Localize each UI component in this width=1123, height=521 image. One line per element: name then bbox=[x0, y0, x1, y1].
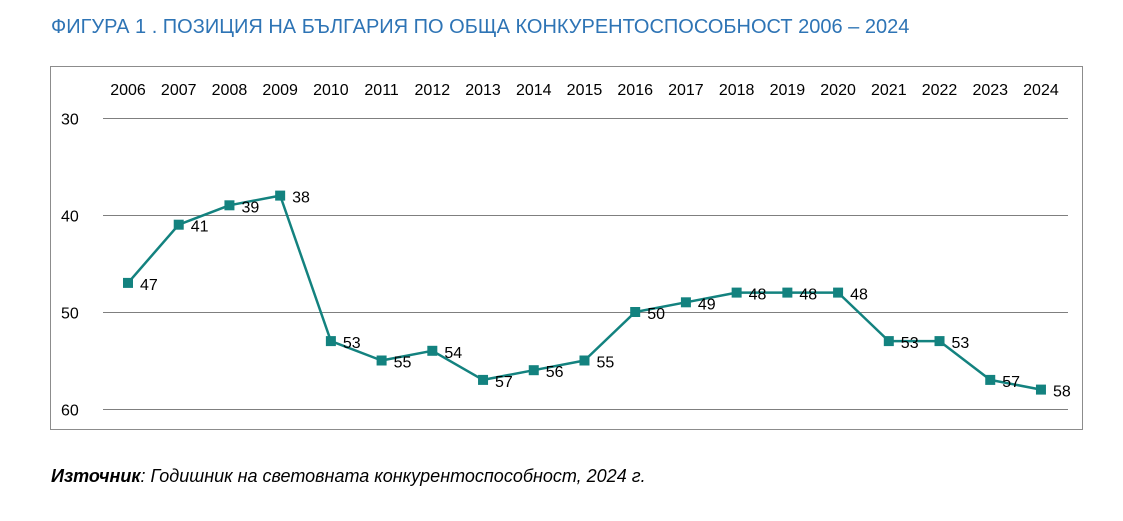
x-tick-label: 2013 bbox=[465, 82, 501, 99]
x-tick-label: 2010 bbox=[313, 82, 349, 99]
y-tick-label: 60 bbox=[61, 403, 79, 420]
data-point-marker bbox=[1035, 384, 1046, 395]
data-point-marker bbox=[579, 355, 590, 366]
data-point-marker bbox=[325, 336, 336, 347]
x-tick-label: 2019 bbox=[770, 82, 806, 99]
x-tick-label: 2008 bbox=[212, 82, 248, 99]
data-point-marker bbox=[782, 287, 793, 298]
data-label: 53 bbox=[343, 335, 361, 352]
data-label: 48 bbox=[749, 287, 767, 304]
data-label: 50 bbox=[647, 306, 665, 323]
figure-title: ФИГУРА 1 . ПОЗИЦИЯ НА БЪЛГАРИЯ ПО ОБЩА К… bbox=[51, 16, 910, 38]
data-label: 41 bbox=[191, 219, 209, 236]
data-label: 55 bbox=[394, 355, 412, 372]
data-label: 38 bbox=[292, 190, 310, 207]
x-tick-label: 2014 bbox=[516, 82, 552, 99]
data-label: 53 bbox=[901, 335, 919, 352]
data-label: 49 bbox=[698, 296, 716, 313]
y-tick-label: 40 bbox=[61, 209, 79, 226]
data-label: 57 bbox=[1002, 374, 1020, 391]
data-point-marker bbox=[275, 190, 286, 201]
data-label: 54 bbox=[444, 345, 462, 362]
source-text: Годишник на световната конкурентоспособн… bbox=[145, 466, 646, 486]
data-label: 56 bbox=[546, 364, 564, 381]
x-tick-label: 2020 bbox=[820, 82, 856, 99]
data-point-marker bbox=[985, 374, 996, 385]
data-label: 55 bbox=[596, 355, 614, 372]
data-label: 48 bbox=[850, 287, 868, 304]
x-tick-label: 2007 bbox=[161, 82, 197, 99]
source-label: Източник bbox=[51, 466, 141, 486]
x-tick-label: 2017 bbox=[668, 82, 704, 99]
x-tick-label: 2023 bbox=[972, 82, 1008, 99]
data-point-marker bbox=[731, 287, 742, 298]
data-point-marker bbox=[630, 307, 641, 317]
x-tick-label: 2016 bbox=[617, 82, 653, 99]
data-point-marker bbox=[680, 297, 691, 308]
data-point-marker bbox=[883, 336, 894, 347]
data-point-marker bbox=[123, 277, 133, 288]
x-tick-label: 2009 bbox=[262, 82, 298, 99]
line-chart: 30 40 50 60 2006 2007 2008 2009 2010 2011 2012 2013… bbox=[61, 82, 1071, 420]
data-label: 47 bbox=[140, 277, 158, 294]
source-note: Източник: Годишник на световната конкуре… bbox=[51, 466, 646, 487]
data-point-marker bbox=[833, 287, 844, 298]
data-label: 48 bbox=[799, 287, 817, 304]
x-tick-label: 2024 bbox=[1023, 82, 1059, 99]
data-point-marker bbox=[427, 345, 438, 356]
data-label: 57 bbox=[495, 374, 513, 391]
data-label: 58 bbox=[1053, 384, 1071, 401]
chart-frame: 30 40 50 60 2006 2007 2008 2009 2010 2011 2012 2013… bbox=[50, 66, 1083, 430]
x-tick-label: 2018 bbox=[719, 82, 755, 99]
data-point-marker bbox=[528, 365, 539, 376]
x-tick-label: 2012 bbox=[415, 82, 451, 99]
data-point-marker bbox=[224, 200, 235, 211]
data-point-marker bbox=[376, 355, 387, 366]
data-point-marker bbox=[173, 219, 184, 230]
x-tick-label: 2006 bbox=[110, 82, 146, 99]
source-separator: : bbox=[140, 466, 146, 486]
data-point-marker bbox=[478, 374, 489, 385]
data-point-marker bbox=[934, 336, 945, 347]
data-label: 39 bbox=[241, 199, 259, 216]
x-tick-label: 2015 bbox=[567, 82, 603, 99]
x-tick-label: 2022 bbox=[922, 82, 958, 99]
data-label: 53 bbox=[952, 335, 970, 352]
y-tick-label: 50 bbox=[61, 306, 79, 323]
y-tick-label: 30 bbox=[61, 112, 79, 129]
x-tick-label: 2021 bbox=[871, 82, 907, 99]
x-tick-label: 2011 bbox=[364, 82, 399, 99]
